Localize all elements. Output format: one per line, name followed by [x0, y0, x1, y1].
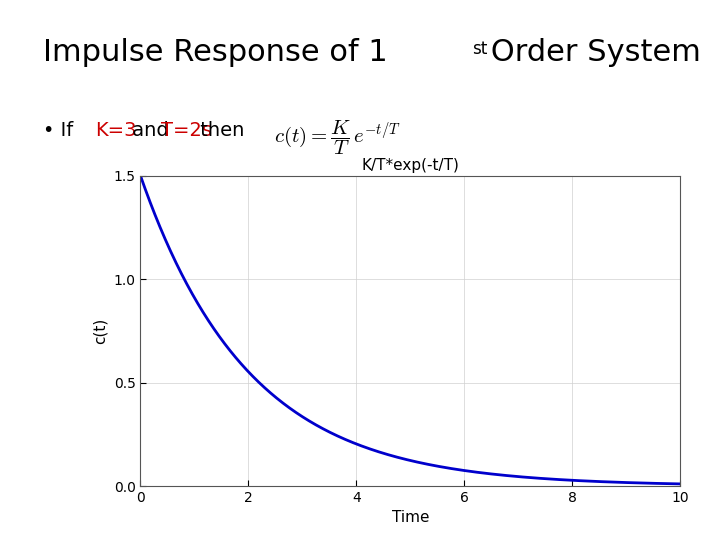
Text: then: then	[194, 122, 245, 140]
Text: K=3: K=3	[95, 122, 137, 140]
Text: T=2s: T=2s	[161, 122, 212, 140]
Text: and: and	[126, 122, 175, 140]
Title: K/T*exp(-t/T): K/T*exp(-t/T)	[361, 158, 459, 173]
Text: Order System: Order System	[481, 38, 701, 67]
Text: st: st	[472, 40, 487, 58]
Text: $c(t) = \dfrac{K}{T}\, e^{-t/T}$: $c(t) = \dfrac{K}{T}\, e^{-t/T}$	[274, 119, 400, 157]
Text: • If: • If	[43, 122, 80, 140]
Y-axis label: c(t): c(t)	[93, 318, 108, 344]
Text: Impulse Response of 1: Impulse Response of 1	[43, 38, 388, 67]
X-axis label: Time: Time	[392, 510, 429, 525]
